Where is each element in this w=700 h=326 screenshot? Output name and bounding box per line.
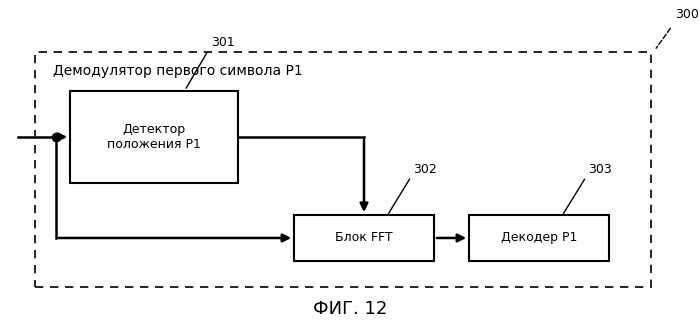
Bar xyxy=(469,215,609,261)
Bar xyxy=(35,52,651,287)
Text: Демодулятор первого символа Р1: Демодулятор первого символа Р1 xyxy=(52,64,302,78)
Text: 301: 301 xyxy=(211,36,234,49)
Text: 303: 303 xyxy=(588,163,612,176)
Text: Блок FFT: Блок FFT xyxy=(335,231,393,244)
Bar xyxy=(70,91,238,183)
Text: 302: 302 xyxy=(413,163,437,176)
Text: ФИГ. 12: ФИГ. 12 xyxy=(313,300,387,318)
Text: Декодер Р1: Декодер Р1 xyxy=(500,231,578,244)
Text: 300: 300 xyxy=(676,8,699,21)
Bar xyxy=(294,215,434,261)
Text: Детектор
положения Р1: Детектор положения Р1 xyxy=(107,123,201,151)
